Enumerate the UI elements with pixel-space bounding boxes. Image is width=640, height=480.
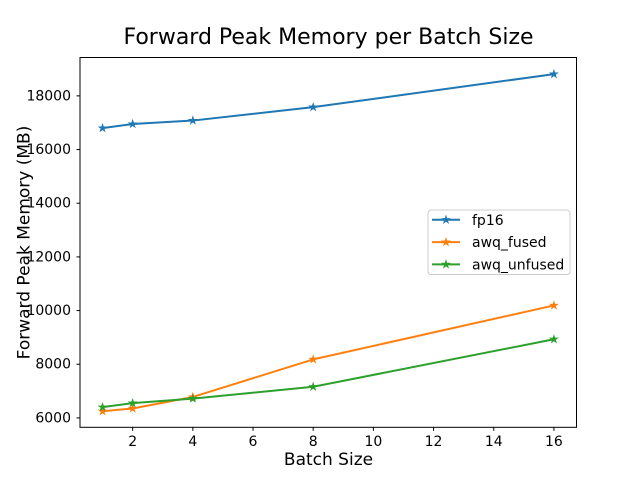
y-tick-label: 14000 (26, 196, 71, 212)
data-point-marker (548, 334, 559, 344)
series-markers-awq_fused (97, 300, 559, 416)
legend-entry-fp16: fp16 (432, 213, 504, 229)
y-tick-label: 8000 (35, 357, 71, 373)
data-point-marker (308, 381, 319, 391)
data-point-marker (548, 300, 559, 310)
series-line-awq_unfused (101, 338, 555, 409)
series-markers-fp16 (97, 68, 559, 133)
legend: fp16 awq_fused awq_unfused (427, 209, 571, 275)
x-tick-label: 16 (545, 434, 563, 450)
series-line-awq_fused (101, 304, 555, 413)
legend-frame (427, 209, 571, 275)
data-point-marker (187, 115, 198, 125)
data-point-marker (127, 397, 138, 408)
y-tick-label: 12000 (26, 249, 71, 265)
legend-label: awq_unfused (472, 257, 564, 273)
series-line-fp16 (101, 73, 555, 130)
y-tick-label: 10000 (26, 303, 71, 319)
x-tick-label: 12 (425, 434, 443, 450)
data-point-marker (97, 122, 108, 133)
x-axis-label: Batch Size (283, 450, 374, 470)
x-tick-label: 10 (364, 434, 382, 450)
y-tick-label: 18000 (26, 88, 71, 104)
data-point-marker (548, 68, 559, 79)
legend-star-marker (441, 236, 451, 247)
x-tick-label: 2 (128, 434, 137, 450)
y-tick-label: 16000 (26, 142, 71, 158)
data-point-marker (97, 401, 108, 412)
chart-title: Forward Peak Memory per Batch Size (123, 25, 534, 50)
data-point-marker (187, 393, 198, 403)
data-point-marker (97, 406, 108, 416)
legend-entry-awq_fused: awq_fused (432, 235, 547, 251)
axes-frame (79, 57, 577, 428)
x-tick-label: 4 (188, 434, 197, 450)
data-point-marker (308, 354, 319, 364)
x-tick-label: 6 (249, 434, 258, 450)
series-markers-awq_unfused (97, 334, 559, 412)
legend-entry-awq_unfused: awq_unfused (432, 257, 564, 273)
data-point-marker (127, 118, 138, 129)
legend-star-marker (441, 214, 451, 225)
data-point-marker (127, 403, 138, 413)
legend-star-marker (441, 259, 451, 269)
y-axis-label: Forward Peak Memory (MB) (14, 125, 35, 360)
x-tick-label: 14 (485, 434, 503, 450)
legend-label: awq_fused (472, 235, 547, 251)
data-point-marker (308, 101, 319, 112)
legend-label: fp16 (472, 213, 504, 229)
x-tick-label: 8 (309, 434, 318, 450)
y-tick-label: 6000 (35, 410, 71, 426)
